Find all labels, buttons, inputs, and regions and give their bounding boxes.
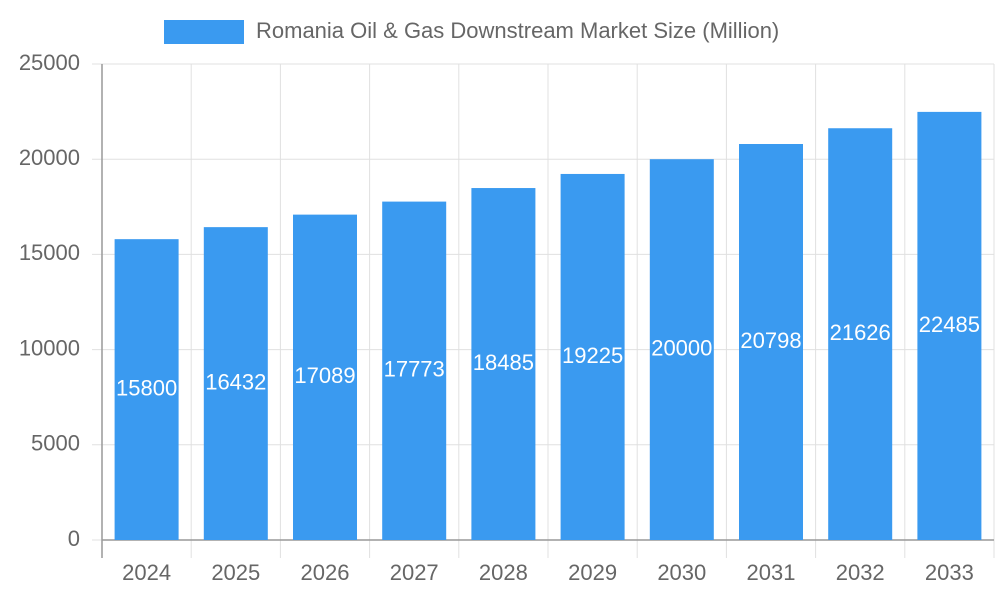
bar — [917, 111, 982, 541]
x-tick-label: 2028 — [479, 560, 528, 585]
bar — [471, 188, 536, 540]
x-tick-label: 2024 — [122, 560, 171, 585]
bar — [203, 227, 268, 541]
value-label: 15800 — [116, 375, 177, 400]
bar — [739, 144, 803, 540]
x-tick-label: 2031 — [747, 560, 796, 585]
x-tick-label: 2033 — [925, 560, 974, 585]
value-label: 20798 — [740, 328, 801, 353]
x-tick-label: 2027 — [390, 560, 439, 585]
value-label: 18485 — [473, 350, 534, 375]
value-label: 17773 — [384, 357, 445, 382]
x-tick-label: 2030 — [657, 560, 706, 585]
legend-label[interactable]: Romania Oil & Gas Downstream Market Size… — [256, 18, 779, 43]
value-label: 19225 — [562, 343, 623, 368]
bar — [828, 128, 893, 540]
bar — [114, 239, 179, 540]
value-label: 20000 — [651, 335, 712, 360]
y-tick-label: 10000 — [19, 335, 80, 360]
value-label: 16432 — [205, 369, 266, 394]
y-tick-label: 15000 — [19, 240, 80, 265]
bar — [293, 214, 357, 541]
y-tick-label: 0 — [68, 526, 80, 551]
bar — [382, 201, 447, 540]
y-tick-label: 20000 — [19, 145, 80, 170]
y-tick-label: 25000 — [19, 50, 80, 75]
bar — [649, 159, 714, 540]
bar — [560, 173, 625, 540]
value-label: 22485 — [919, 312, 980, 337]
x-tick-label: 2029 — [568, 560, 617, 585]
value-label: 21626 — [830, 320, 891, 345]
value-label: 17089 — [294, 363, 355, 388]
x-tick-label: 2032 — [836, 560, 885, 585]
legend-swatch[interactable] — [164, 20, 244, 44]
x-tick-label: 2025 — [211, 560, 260, 585]
y-tick-label: 5000 — [31, 431, 80, 456]
x-tick-label: 2026 — [301, 560, 350, 585]
